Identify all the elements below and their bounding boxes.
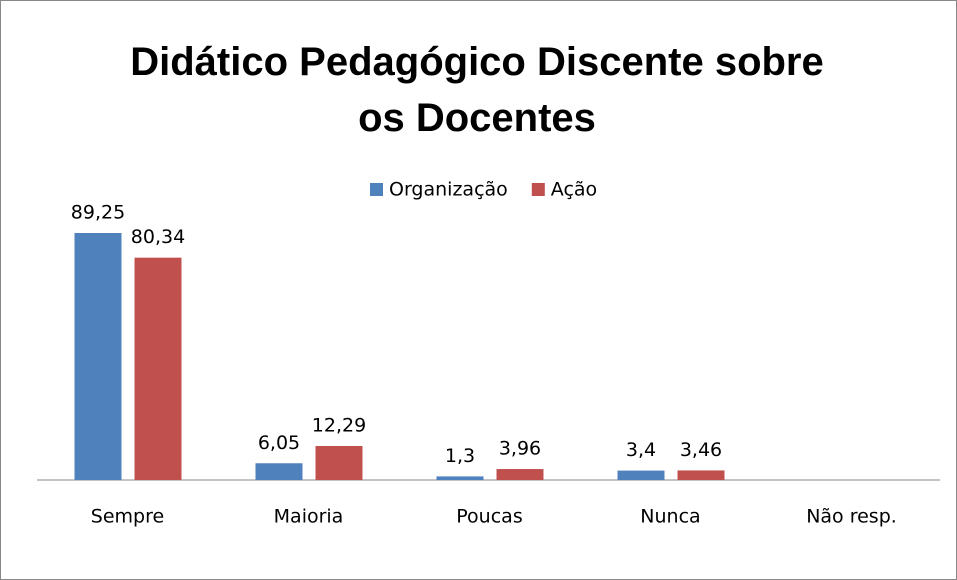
bar — [436, 476, 484, 480]
chart-title: Didático Pedagógico Discente sobre os Do… — [130, 40, 824, 140]
legend-label: Organização — [389, 179, 508, 201]
bar — [496, 469, 544, 480]
bar — [74, 233, 122, 480]
bar — [617, 470, 665, 480]
legend-swatch — [370, 183, 383, 196]
data-label: 12,29 — [312, 414, 366, 436]
legend-label: Ação — [551, 179, 597, 201]
bar — [315, 445, 363, 480]
bar — [255, 463, 303, 480]
x-tick-label: Poucas — [456, 506, 522, 528]
data-label: 3,46 — [680, 439, 722, 461]
data-label: 6,05 — [258, 432, 300, 454]
data-label: 80,34 — [131, 226, 185, 248]
data-label: 3,4 — [626, 439, 656, 461]
x-tick-label: Sempre — [91, 506, 164, 528]
bar — [134, 257, 182, 480]
data-label: 3,96 — [499, 438, 541, 460]
data-label: 89,25 — [71, 202, 125, 224]
data-label: 1,3 — [445, 445, 475, 467]
x-tick-label: Nunca — [640, 506, 700, 528]
x-tick-label: Maioria — [274, 506, 344, 528]
legend-swatch — [531, 183, 545, 196]
bar — [677, 470, 725, 480]
x-tick-label: Não resp. — [806, 506, 897, 528]
